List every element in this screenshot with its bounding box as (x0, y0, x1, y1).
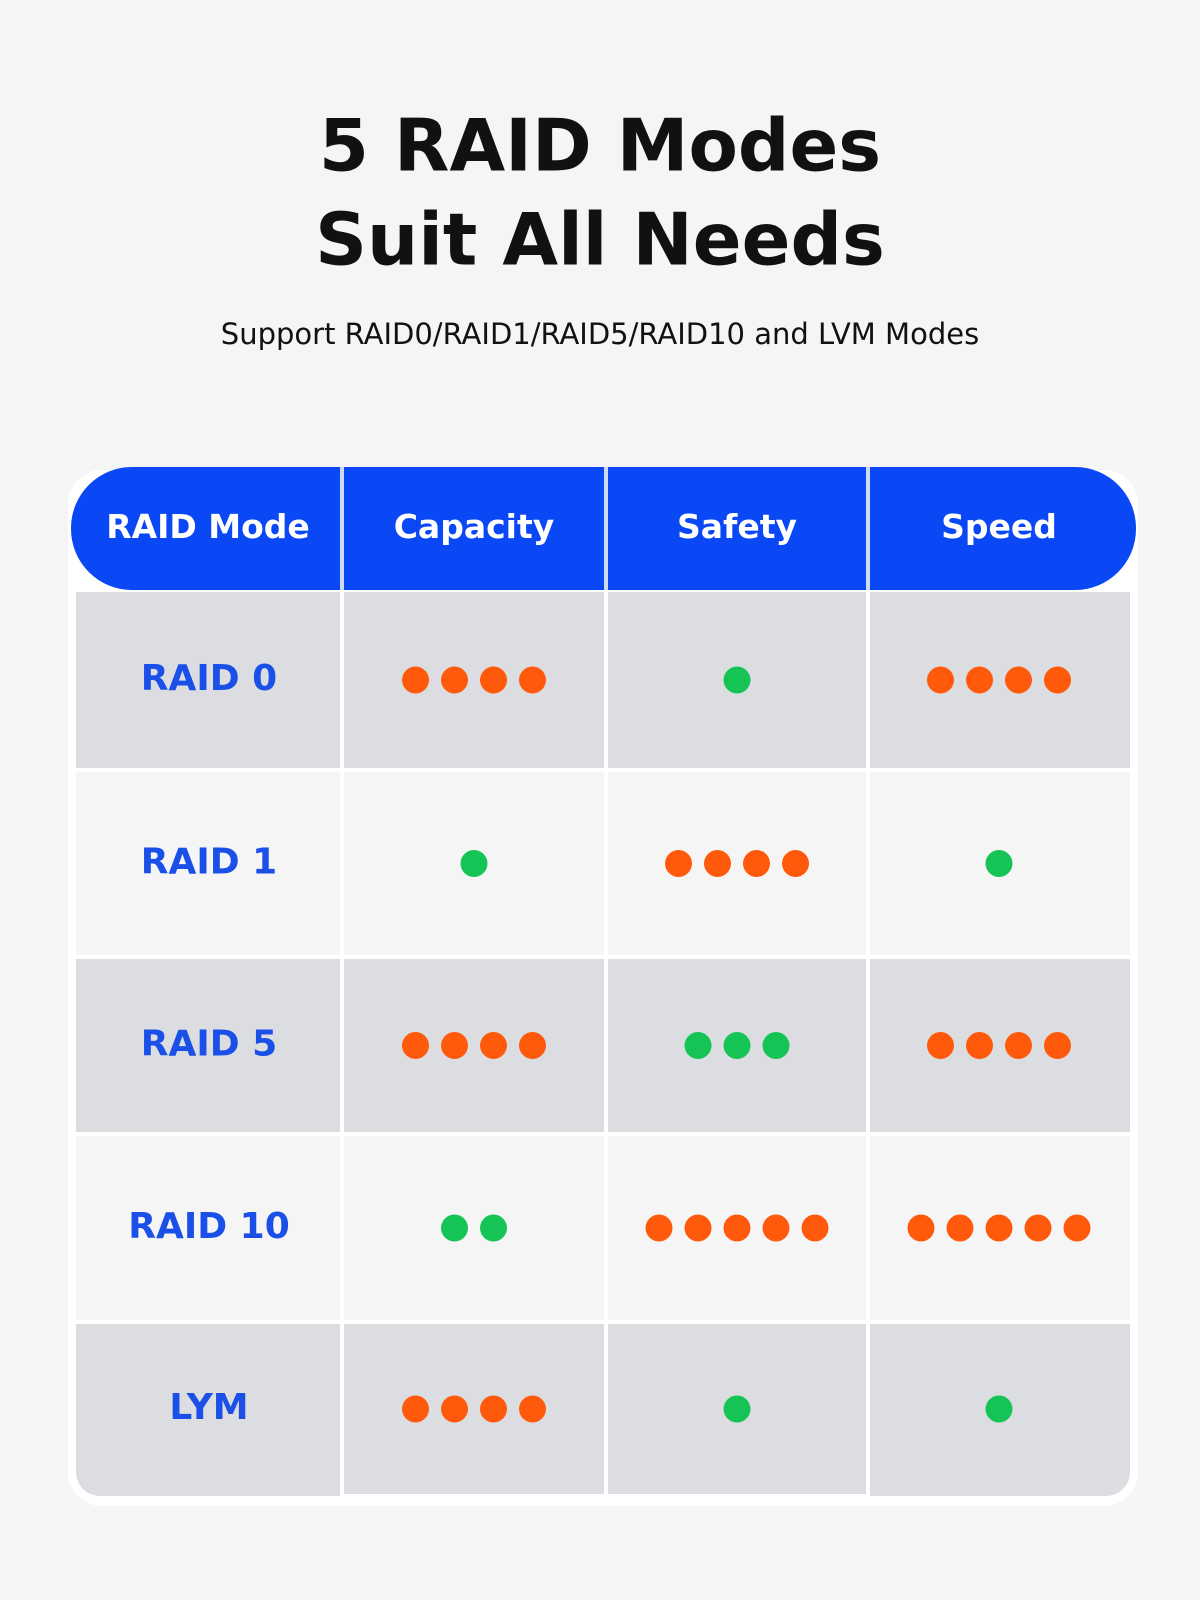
cell (344, 1136, 604, 1320)
header-divider (604, 467, 608, 590)
mode-label: RAID 1 (141, 842, 277, 883)
rating-dot (645, 1214, 673, 1242)
rating-dot (519, 1395, 546, 1423)
rating-dot (1044, 1032, 1071, 1059)
cell (344, 1324, 604, 1494)
rating-dot (480, 1032, 507, 1059)
rating-dot (1063, 1214, 1091, 1242)
mode-label: LYM (169, 1387, 248, 1428)
cell (76, 1324, 340, 1364)
rating-dot (907, 1214, 935, 1242)
rating-dot (402, 1032, 429, 1059)
rating-dot (801, 1214, 829, 1242)
cell (76, 772, 340, 955)
title-line: Suit All Needs (315, 198, 885, 282)
title-line: 5 RAID Modes (319, 104, 881, 188)
cell (76, 959, 340, 1132)
column-header: Speed (941, 507, 1057, 546)
header-divider (340, 467, 344, 590)
rating-dot (460, 850, 488, 877)
header-divider (866, 467, 870, 590)
rating-dot (927, 666, 954, 694)
column-header: RAID Mode (106, 507, 310, 546)
rating-dot (1005, 666, 1032, 694)
rating-dot (519, 1032, 546, 1059)
rating-dot (684, 1214, 712, 1242)
cell (344, 592, 604, 768)
rating-dot (723, 1032, 751, 1059)
mode-label: RAID 0 (141, 658, 277, 699)
rating-dot (1005, 1032, 1032, 1059)
column-header: Capacity (394, 507, 555, 546)
rating-dot (704, 850, 731, 877)
rating-dot (782, 850, 809, 877)
rating-dot (723, 1395, 751, 1423)
cell (870, 1324, 1130, 1364)
rating-dot (684, 1032, 712, 1059)
cell (870, 592, 1130, 768)
rating-dot (480, 666, 507, 694)
rating-dot (441, 666, 468, 694)
rating-dot (927, 1032, 954, 1059)
rating-dot (762, 1214, 790, 1242)
cell (608, 772, 866, 955)
mode-label: RAID 5 (141, 1024, 277, 1065)
rating-dot (441, 1032, 468, 1059)
rating-dot (480, 1214, 507, 1242)
rating-dot (480, 1395, 507, 1423)
rating-dot (966, 666, 993, 694)
rating-dot (402, 666, 429, 694)
rating-dot (985, 1395, 1013, 1423)
rating-dot (946, 1214, 974, 1242)
rating-dot (441, 1214, 468, 1242)
rating-dot (743, 850, 770, 877)
subtitle: Support RAID0/RAID1/RAID5/RAID10 and LVM… (221, 317, 979, 351)
column-header: Safety (677, 507, 797, 546)
rating-dot (665, 850, 692, 877)
rating-dot (1024, 1214, 1052, 1242)
rating-dot (1044, 666, 1071, 694)
rating-dot (402, 1395, 429, 1423)
cell (870, 959, 1130, 1132)
rating-dot (723, 1214, 751, 1242)
cell (76, 592, 340, 768)
rating-dot (985, 1214, 1013, 1242)
rating-dot (723, 666, 751, 694)
cell (344, 959, 604, 1132)
rating-dot (762, 1032, 790, 1059)
rating-dot (985, 850, 1013, 877)
rating-dot (966, 1032, 993, 1059)
rating-dot (519, 666, 546, 694)
rating-dot (441, 1395, 468, 1423)
mode-label: RAID 10 (128, 1206, 290, 1247)
cell (76, 1136, 340, 1320)
